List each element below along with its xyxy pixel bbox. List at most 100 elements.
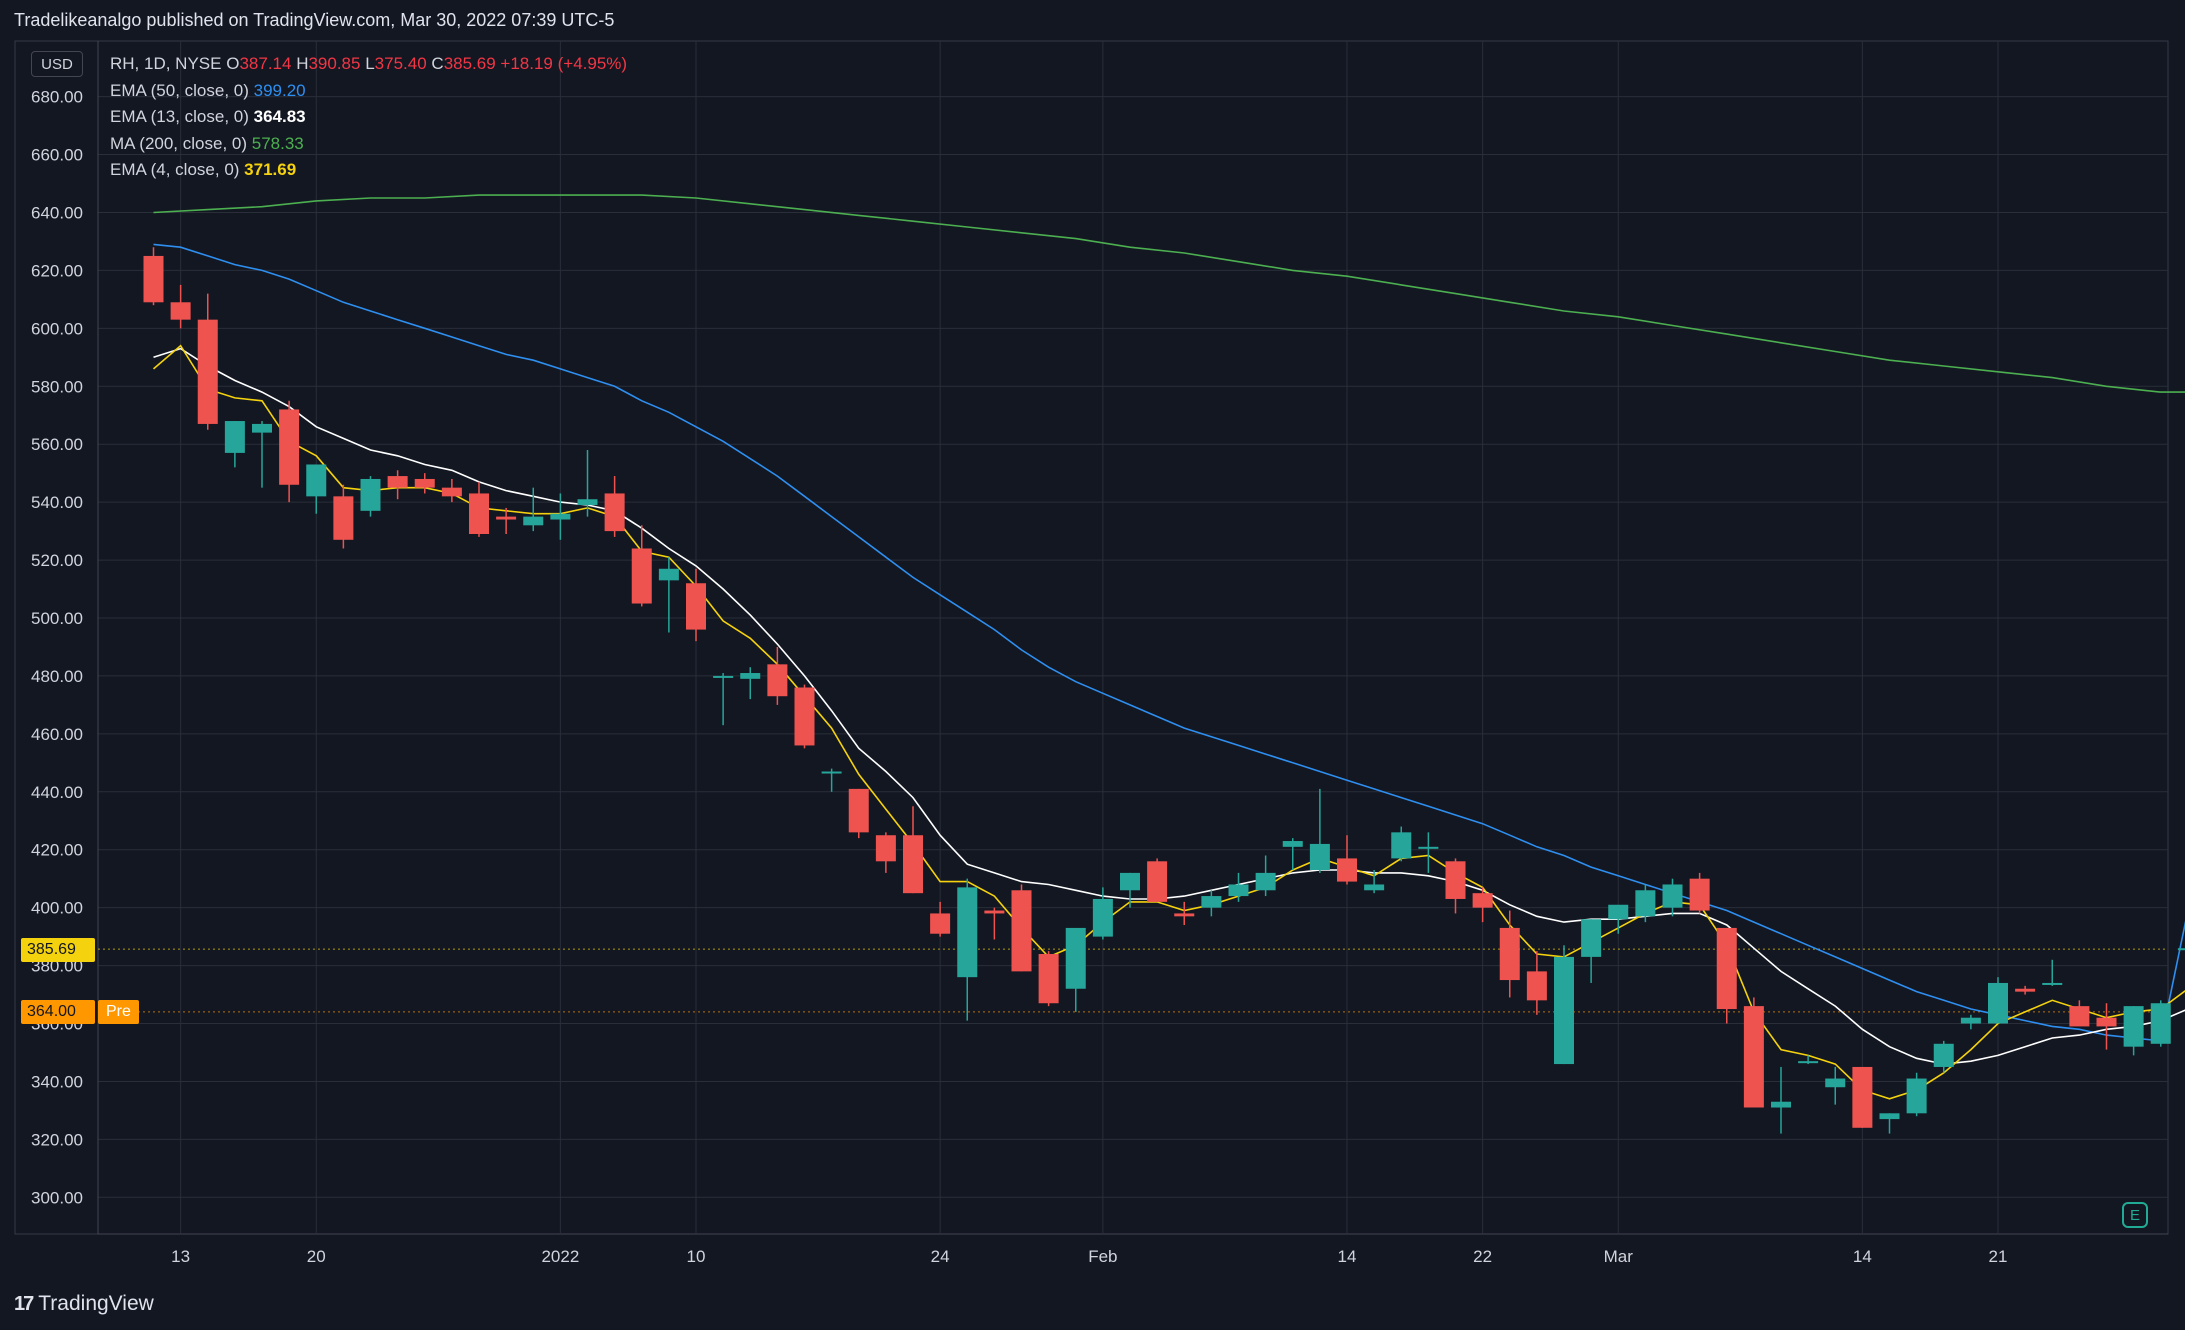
candle-body <box>2096 1017 2117 1027</box>
y-tick-label: 560.00 <box>31 435 83 454</box>
candle-body <box>2123 1006 2144 1047</box>
legend-symbol-row[interactable]: RH, 1D, NYSE O387.14 H390.85 L375.40 C38… <box>110 51 627 78</box>
candle-body <box>1445 861 1466 899</box>
candle-body <box>1201 896 1222 908</box>
candle-body <box>1011 890 1032 972</box>
candle-body <box>1255 872 1276 891</box>
candle-body <box>604 493 625 532</box>
candle-body <box>1906 1078 1927 1114</box>
candle-body <box>1391 832 1412 859</box>
candle-body <box>577 499 598 506</box>
x-tick-label: 24 <box>931 1247 950 1266</box>
candle-body <box>2150 1003 2171 1044</box>
y-tick-label: 520.00 <box>31 551 83 570</box>
candle-body <box>1771 1101 1791 1108</box>
legend-indicator-ema4[interactable]: EMA (4, close, 0) 371.69 <box>110 157 627 184</box>
candle-body <box>1228 884 1249 897</box>
y-tick-label: 320.00 <box>31 1130 83 1149</box>
candle-body <box>957 887 978 978</box>
candle-body <box>2069 1006 2090 1027</box>
published-header: Tradelikeanalgo published on TradingView… <box>14 10 615 30</box>
currency-button[interactable]: USD <box>31 51 83 77</box>
legend-open-key: O <box>226 54 240 73</box>
candle-body <box>1689 878 1710 911</box>
y-tick-label: 340.00 <box>31 1072 83 1091</box>
candle-body <box>903 835 923 894</box>
candle-body <box>794 687 815 746</box>
y-tick-label: 580.00 <box>31 377 83 396</box>
y-tick-label: 440.00 <box>31 783 83 802</box>
legend-close-key: C <box>431 54 444 73</box>
candle-body <box>1960 1017 1981 1024</box>
candle-body <box>1120 872 1140 891</box>
x-tick-label: 14 <box>1338 1247 1357 1266</box>
candle-body <box>767 664 788 697</box>
legend-high-key: H <box>296 54 309 73</box>
candle-body <box>686 583 706 630</box>
legend-indicator-ema50[interactable]: EMA (50, close, 0) 399.20 <box>110 78 627 105</box>
legend-low-key: L <box>365 54 375 73</box>
last-price-tag: 385.69 <box>21 938 95 962</box>
candle-body <box>821 771 842 774</box>
tradingview-brand: TradingView <box>38 1292 154 1315</box>
plot-border <box>14 40 2169 1235</box>
y-tick-label: 640.00 <box>31 203 83 222</box>
candle-body <box>1554 956 1574 1065</box>
candle-body <box>523 516 544 526</box>
premarket-price-tag: 364.00 <box>21 1000 95 1024</box>
indicator-value: 399.20 <box>253 80 306 100</box>
legend-close: 385.69 <box>443 54 496 73</box>
tradingview-logo[interactable]: 17 TradingView <box>14 1292 154 1316</box>
y-tick-label: 600.00 <box>31 319 83 338</box>
candle-body <box>1282 841 1303 847</box>
legend-open: 387.14 <box>239 54 292 73</box>
candle-body <box>143 255 164 303</box>
x-tick-label: 20 <box>307 1247 326 1266</box>
y-tick-label: 460.00 <box>31 725 83 744</box>
earnings-icon[interactable]: E <box>2122 1202 2148 1228</box>
candle-body <box>984 910 1005 914</box>
candle-body <box>387 476 408 488</box>
candle-body <box>1364 884 1385 891</box>
candle-body <box>1743 1006 1764 1108</box>
candle-body <box>1825 1078 1846 1088</box>
x-tick-label: Feb <box>1088 1247 1117 1266</box>
candle-body <box>224 421 245 453</box>
tradingview-logo-icon: 17 <box>14 1292 34 1315</box>
candle-body <box>496 516 517 520</box>
x-tick-label: 2022 <box>541 1247 579 1266</box>
candle-body <box>1038 953 1059 1004</box>
candle-body <box>1092 898 1113 937</box>
y-tick-label: 300.00 <box>31 1188 83 1207</box>
candle-body <box>333 496 354 540</box>
y-tick-label: 620.00 <box>31 261 83 280</box>
candle-body <box>2177 948 2185 951</box>
series-line <box>153 243 2185 1042</box>
candle-body <box>930 913 951 934</box>
legend-indicator-ema13[interactable]: EMA (13, close, 0) 364.83 <box>110 104 627 131</box>
candle-body <box>1065 927 1086 989</box>
candle-body <box>1852 1066 1873 1128</box>
candle-body <box>848 788 869 833</box>
series-line <box>153 194 2185 393</box>
legend-indicator-ma200[interactable]: MA (200, close, 0) 578.33 <box>110 131 627 158</box>
y-tick-label: 540.00 <box>31 493 83 512</box>
candle-body <box>1933 1043 1954 1067</box>
candle-body <box>1608 904 1629 920</box>
x-tick-label: 22 <box>1473 1247 1492 1266</box>
premarket-badge: Pre <box>98 1000 139 1024</box>
indicator-value: 364.83 <box>253 107 306 126</box>
candle-body <box>1581 919 1602 957</box>
candle-body <box>1879 1113 1900 1120</box>
chart-legend: RH, 1D, NYSE O387.14 H390.85 L375.40 C38… <box>110 51 627 184</box>
candle-body <box>631 548 652 604</box>
candle-body <box>875 835 896 862</box>
series-line <box>152 344 2185 1100</box>
series-line <box>153 347 2185 1065</box>
indicator-label: MA (200, close, 0) <box>110 133 248 153</box>
x-tick-label: 21 <box>1989 1247 2008 1266</box>
candle-body <box>469 493 489 535</box>
candle-body <box>360 478 381 511</box>
